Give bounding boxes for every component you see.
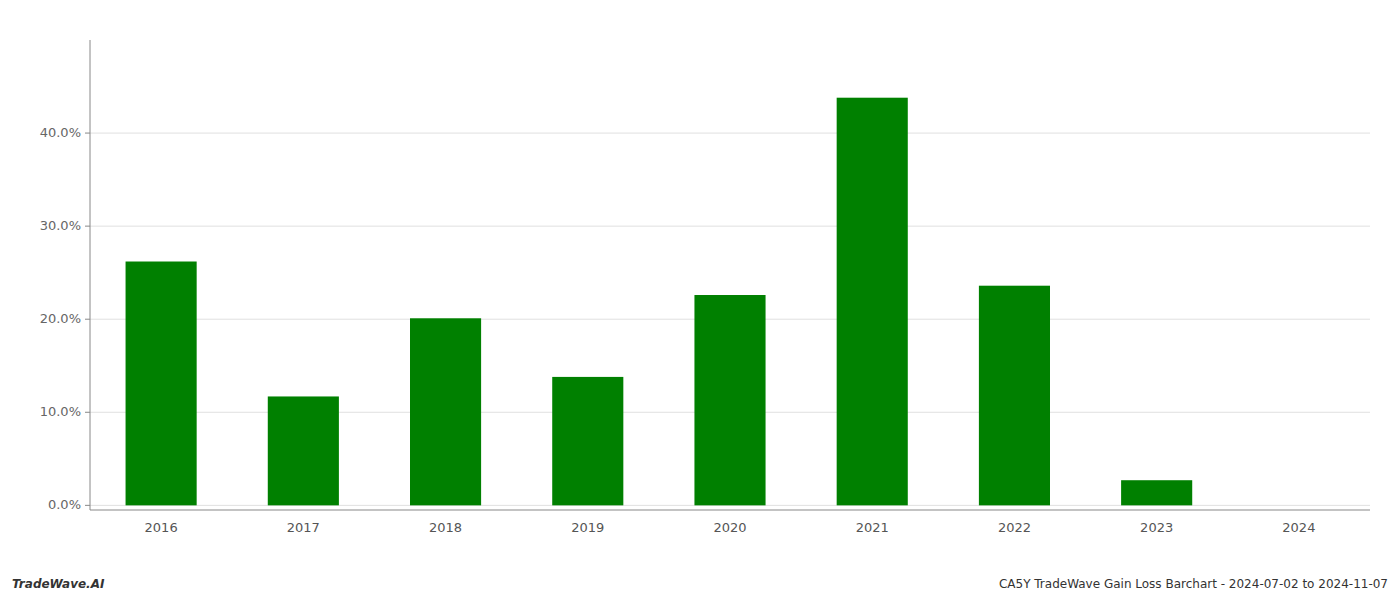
x-tick-label: 2020 (713, 520, 746, 535)
bar (552, 377, 623, 505)
x-tick-label: 2017 (287, 520, 320, 535)
x-tick-label: 2022 (998, 520, 1031, 535)
bars (126, 98, 1193, 506)
bar (694, 295, 765, 505)
x-tick-label: 2019 (571, 520, 604, 535)
x-tick-label: 2018 (429, 520, 462, 535)
bar (410, 318, 481, 505)
y-tick-label: 0.0% (48, 497, 81, 512)
grid-line (90, 133, 1370, 134)
x-tick-label: 2016 (145, 520, 178, 535)
chart-container: 0.0% 10.0% 20.0% 30.0% 40.0% 2016 2017 2018 2019… (0, 0, 1400, 600)
x-tick-label: 2024 (1282, 520, 1315, 535)
x-axis-line (90, 510, 1370, 511)
y-tick-label: 40.0% (40, 125, 81, 140)
bar (837, 98, 908, 506)
bar (126, 262, 197, 506)
y-tick-label: 10.0% (40, 404, 81, 419)
x-axis: 2016 2017 2018 2019 2020 2021 2022 2023 2024 (145, 520, 1316, 535)
bar (1121, 480, 1192, 505)
x-tick-label: 2023 (1140, 520, 1173, 535)
y-tick (85, 226, 90, 227)
footer-right: CA5Y TradeWave Gain Loss Barchart - 2024… (999, 577, 1388, 591)
y-tick (85, 319, 90, 320)
chart: 0.0% 10.0% 20.0% 30.0% 40.0% 2016 2017 2018 2019… (0, 0, 1400, 600)
x-tick-label: 2021 (856, 520, 889, 535)
bar (1263, 505, 1334, 506)
y-tick (85, 505, 90, 506)
grid-line (90, 226, 1370, 227)
y-axis: 0.0% 10.0% 20.0% 30.0% 40.0% (40, 125, 90, 512)
footer-left: TradeWave.AI (12, 577, 105, 591)
grid (90, 133, 1370, 505)
bar (268, 396, 339, 505)
y-tick-label: 20.0% (40, 311, 81, 326)
y-axis-line (90, 40, 91, 510)
y-tick (85, 412, 90, 413)
y-tick-label: 30.0% (40, 218, 81, 233)
bar (979, 286, 1050, 506)
y-tick (85, 133, 90, 134)
